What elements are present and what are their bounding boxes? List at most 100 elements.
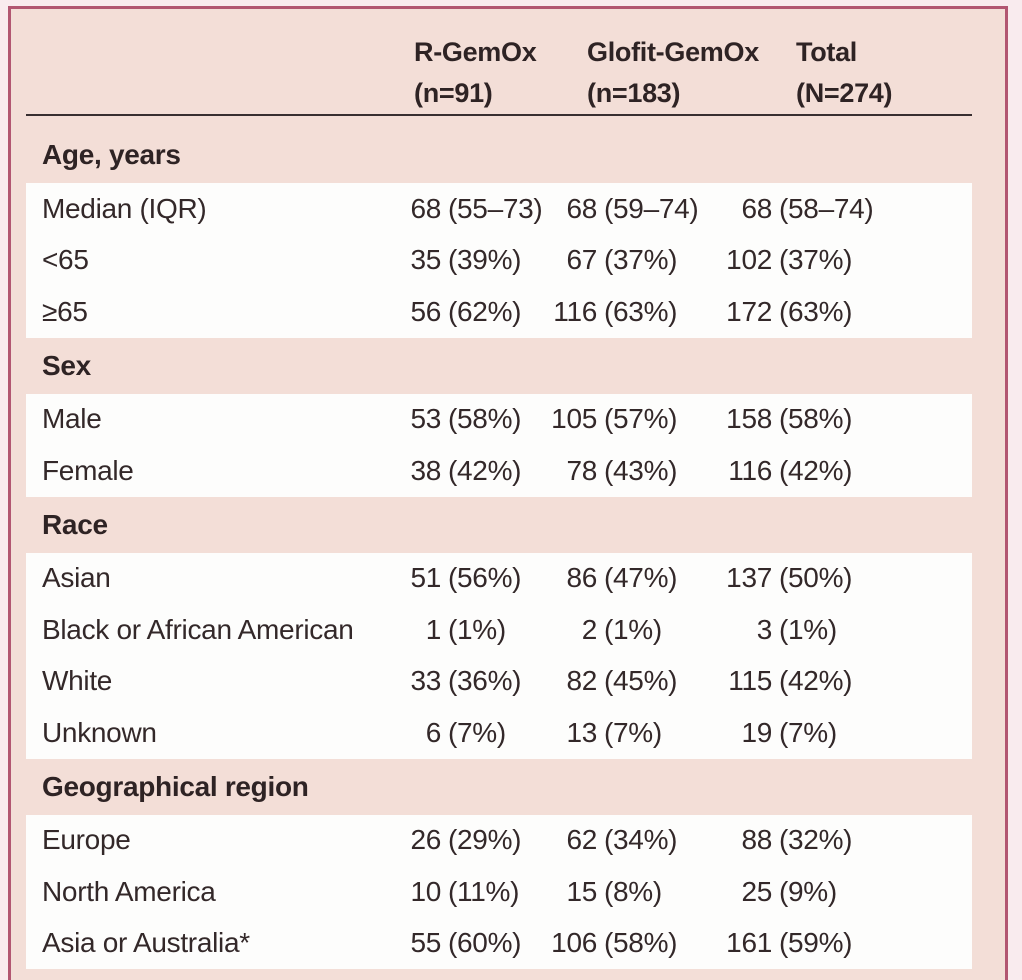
cell-number: 1 <box>425 613 442 645</box>
cell-detail: (63%) <box>604 295 678 327</box>
cell-number: 78 <box>566 454 597 486</box>
cell-detail: (60%) <box>448 927 522 959</box>
cell-number: 26 <box>410 824 441 856</box>
data-cell: 116 (42%) <box>726 455 972 487</box>
cell-detail: (1%) <box>779 613 837 645</box>
cell-detail: (1%) <box>448 613 506 645</box>
cell-detail: (58%) <box>779 403 853 435</box>
data-cell: 78 (43%) <box>551 455 726 487</box>
cell-detail: (11%) <box>448 875 520 907</box>
section-heading: Age, years <box>42 138 181 170</box>
table-content: R-GemOx (n=91) Glofit-GemOx (n=183) Tota… <box>26 0 972 969</box>
column-header-label: R-GemOx <box>414 37 537 67</box>
cell-detail: (56%) <box>448 562 522 594</box>
cell-number: 106 <box>551 927 597 959</box>
cell-number: 67 <box>566 244 597 276</box>
data-cell: 35 (39%) <box>409 244 551 276</box>
cell-detail: (42%) <box>779 665 853 697</box>
cell-number: 35 <box>410 244 441 276</box>
cell-detail: (37%) <box>604 244 678 276</box>
cell-detail: (50%) <box>779 562 853 594</box>
data-cell: 105 (57%) <box>551 403 726 435</box>
header-rule <box>26 114 972 116</box>
row-label: Female <box>42 454 134 486</box>
data-cell: 1 (1%) <box>409 614 551 646</box>
cell-detail: (32%) <box>779 824 853 856</box>
table-header-row: R-GemOx (n=91) Glofit-GemOx (n=183) Tota… <box>26 32 972 114</box>
cell-number: 62 <box>566 824 597 856</box>
column-header-label: Glofit-GemOx <box>587 37 759 67</box>
data-cell: 82 (45%) <box>551 665 726 697</box>
table-row: North America 10 (11%) 15 (8%) 25 (9%) <box>26 866 972 918</box>
data-cell: 15 (8%) <box>551 876 726 908</box>
table-body-block: Europe 26 (29%) 62 (34%) 88 (32%) North America… <box>26 814 972 970</box>
cell-detail: (43%) <box>604 454 678 486</box>
table-row: Europe 26 (29%) 62 (34%) 88 (32%) <box>26 815 972 867</box>
cell-number: 161 <box>726 927 772 959</box>
cell-detail: (7%) <box>604 716 662 748</box>
data-cell: 55 (60%) <box>409 927 551 959</box>
row-label: Asian <box>42 562 111 594</box>
cell-detail: (62%) <box>448 295 522 327</box>
table-row: Median (IQR) 68 (55–73) 68 (59–74) 68 (58–74) <box>26 183 972 235</box>
data-cell: 116 (63%) <box>551 296 726 328</box>
cell-number: 68 <box>741 192 772 224</box>
section-heading: Geographical region <box>42 770 309 802</box>
data-cell: 33 (36%) <box>409 665 551 697</box>
data-cell: 6 (7%) <box>409 717 551 749</box>
cell-detail: (47%) <box>604 562 678 594</box>
row-label: Median (IQR) <box>42 192 207 224</box>
cell-detail: (1%) <box>604 613 662 645</box>
row-label: ≥65 <box>42 295 88 327</box>
section-band: Sex <box>26 338 972 394</box>
data-cell: 68 (58–74) <box>726 193 972 225</box>
cell-number: 38 <box>410 454 441 486</box>
data-cell: 158 (58%) <box>726 403 972 435</box>
row-label: White <box>42 665 113 697</box>
column-header-sub: (n=91) <box>414 78 493 108</box>
data-cell: 13 (7%) <box>551 717 726 749</box>
cell-detail: (29%) <box>448 824 522 856</box>
cell-number: 68 <box>410 192 441 224</box>
cell-number: 55 <box>410 927 441 959</box>
cell-number: 53 <box>410 403 441 435</box>
cell-number: 116 <box>553 295 597 327</box>
cell-number: 6 <box>425 716 442 748</box>
table-row: Female 38 (42%) 78 (43%) 116 (42%) <box>26 445 972 497</box>
cell-detail: (58–74) <box>779 192 874 224</box>
row-label: Asia or Australia* <box>42 927 250 959</box>
cell-detail: (37%) <box>779 244 853 276</box>
table-row: <65 35 (39%) 67 (37%) 102 (37%) <box>26 235 972 287</box>
data-cell: 38 (42%) <box>409 455 551 487</box>
cell-number: 68 <box>566 192 597 224</box>
cell-number: 86 <box>566 562 597 594</box>
data-cell: 62 (34%) <box>551 824 726 856</box>
cell-detail: (63%) <box>779 295 853 327</box>
column-header-sub: (N=274) <box>796 78 893 108</box>
cell-number: 115 <box>728 665 772 697</box>
data-cell: 53 (58%) <box>409 403 551 435</box>
row-label: <65 <box>42 244 89 276</box>
data-cell: 51 (56%) <box>409 562 551 594</box>
cell-number: 56 <box>410 295 441 327</box>
column-header-sub: (n=183) <box>587 78 681 108</box>
header-spacer <box>26 32 414 114</box>
table-row: Asia or Australia* 55 (60%) 106 (58%) 161 (59%… <box>26 918 972 970</box>
table-body-block: Asian 51 (56%) 86 (47%) 137 (50%) Black or Afri… <box>26 552 972 759</box>
data-cell: 19 (7%) <box>726 717 972 749</box>
table-row: Black or African American 1 (1%) 2 (1%) 3 (1%) <box>26 604 972 656</box>
data-cell: 115 (42%) <box>726 665 972 697</box>
row-label: Europe <box>42 824 131 856</box>
data-cell: 68 (55–73) <box>409 193 551 225</box>
data-cell: 56 (62%) <box>409 296 551 328</box>
data-cell: 88 (32%) <box>726 824 972 856</box>
data-cell: 68 (59–74) <box>551 193 726 225</box>
data-cell: 3 (1%) <box>726 614 972 646</box>
section-band: Geographical region <box>26 759 972 815</box>
row-label: Black or African American <box>42 613 354 645</box>
data-cell: 67 (37%) <box>551 244 726 276</box>
cell-number: 102 <box>726 244 772 276</box>
cell-number: 88 <box>741 824 772 856</box>
table-row: Asian 51 (56%) 86 (47%) 137 (50%) <box>26 553 972 605</box>
